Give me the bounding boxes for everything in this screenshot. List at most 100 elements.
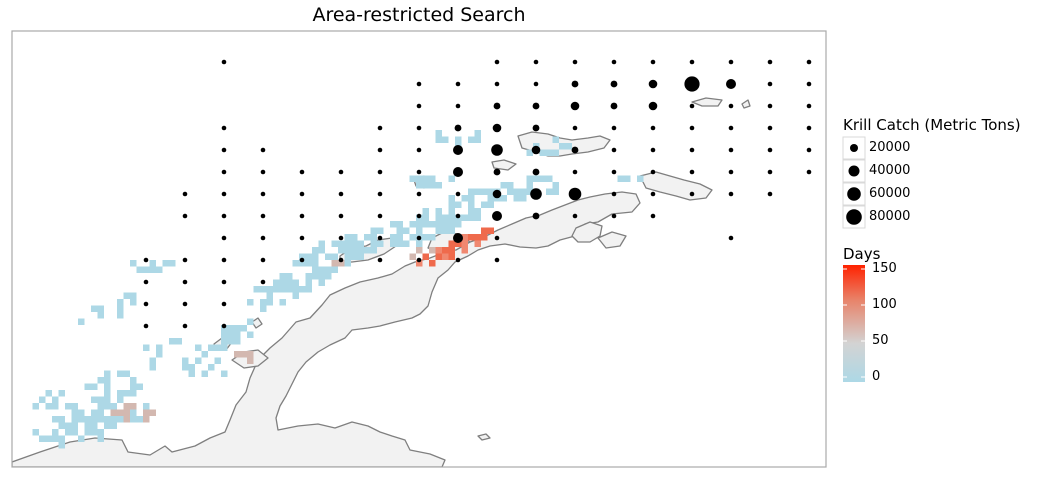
days-tile (130, 292, 137, 299)
catch-point (611, 169, 617, 175)
catch-point (650, 147, 656, 153)
days-tile (71, 409, 78, 416)
days-tile (546, 149, 553, 156)
days-tile (253, 286, 260, 293)
catch-point (416, 81, 422, 87)
days-tile (143, 409, 150, 416)
catch-point (611, 125, 617, 131)
days-tile (104, 390, 111, 397)
small-island-3 (741, 99, 751, 109)
days-tile (305, 286, 312, 293)
days-tile (481, 234, 488, 241)
days-tile (58, 422, 65, 429)
days-tile (266, 292, 273, 299)
days-tile (513, 188, 520, 195)
days-tile (286, 286, 293, 293)
days-tile (188, 364, 195, 371)
days-colorbar (843, 265, 865, 382)
days-tile (260, 305, 267, 312)
days-tile (143, 416, 150, 423)
days-tile (422, 221, 429, 228)
days-tile (526, 182, 533, 189)
days-tile (201, 370, 208, 377)
catch-point (572, 213, 578, 219)
catch-point (416, 125, 422, 131)
south-shetland-2 (491, 159, 517, 171)
days-tile (97, 435, 104, 442)
days-tile (149, 409, 156, 416)
days-tile (91, 429, 98, 436)
days-tile (117, 390, 124, 397)
days-tile (117, 312, 124, 319)
days-tile (104, 403, 111, 410)
catch-point (377, 125, 383, 131)
catch-point (338, 257, 344, 263)
days-tile (104, 396, 111, 403)
days-tile (500, 195, 507, 202)
catch-point (767, 59, 773, 65)
days-tile (416, 175, 423, 182)
days-tile (292, 260, 299, 267)
days-tile (260, 299, 267, 306)
catch-point (260, 191, 266, 197)
catch-point (806, 169, 812, 175)
catch-point (728, 191, 734, 197)
days-tile (240, 351, 247, 358)
days-tile (468, 195, 475, 202)
days-tile (227, 338, 234, 345)
days-tile (149, 260, 156, 267)
days-tile (565, 143, 572, 150)
catch-point (689, 59, 695, 65)
catch-point (532, 212, 540, 220)
days-tile (448, 201, 455, 208)
days-tile (526, 188, 533, 195)
catch-point (650, 191, 656, 197)
days-tile (442, 136, 449, 143)
color-legend-title: Days (843, 245, 881, 263)
days-tile (149, 357, 156, 364)
days-tile (136, 383, 143, 390)
catch-point (572, 59, 578, 65)
catch-point (728, 103, 734, 109)
days-tile (71, 422, 78, 429)
catch-point (416, 103, 422, 109)
days-tile (474, 130, 481, 137)
catch-point (377, 191, 383, 197)
days-tile (286, 279, 293, 286)
days-tile (91, 409, 98, 416)
days-tile (45, 390, 52, 397)
days-tile (227, 325, 234, 332)
days-tile (123, 416, 130, 423)
days-tile (461, 240, 468, 247)
catch-point (221, 301, 227, 307)
catch-point (767, 169, 773, 175)
catch-point (533, 81, 539, 87)
days-tile (442, 221, 449, 228)
days-tile (390, 234, 397, 241)
catch-point (221, 169, 227, 175)
days-tile (344, 260, 351, 267)
days-tile (39, 435, 46, 442)
days-tile (357, 247, 364, 254)
elephant-island (691, 97, 723, 107)
catch-point (610, 80, 618, 88)
small-island-2 (477, 433, 491, 441)
days-tile (448, 208, 455, 215)
catch-point (767, 125, 773, 131)
catch-point (806, 125, 812, 131)
days-tile (429, 234, 436, 241)
catch-point (454, 124, 462, 132)
catch-point (492, 189, 502, 199)
catch-point (684, 76, 700, 92)
days-tile (130, 383, 137, 390)
days-tile (318, 247, 325, 254)
days-tile (422, 214, 429, 221)
days-tile (474, 188, 481, 195)
days-colorbar-ticks (843, 268, 865, 378)
days-tile (416, 247, 423, 254)
days-tile (390, 221, 397, 228)
catch-point (260, 169, 266, 175)
catch-point (416, 235, 422, 241)
catch-point (728, 169, 734, 175)
catch-point (455, 191, 461, 197)
